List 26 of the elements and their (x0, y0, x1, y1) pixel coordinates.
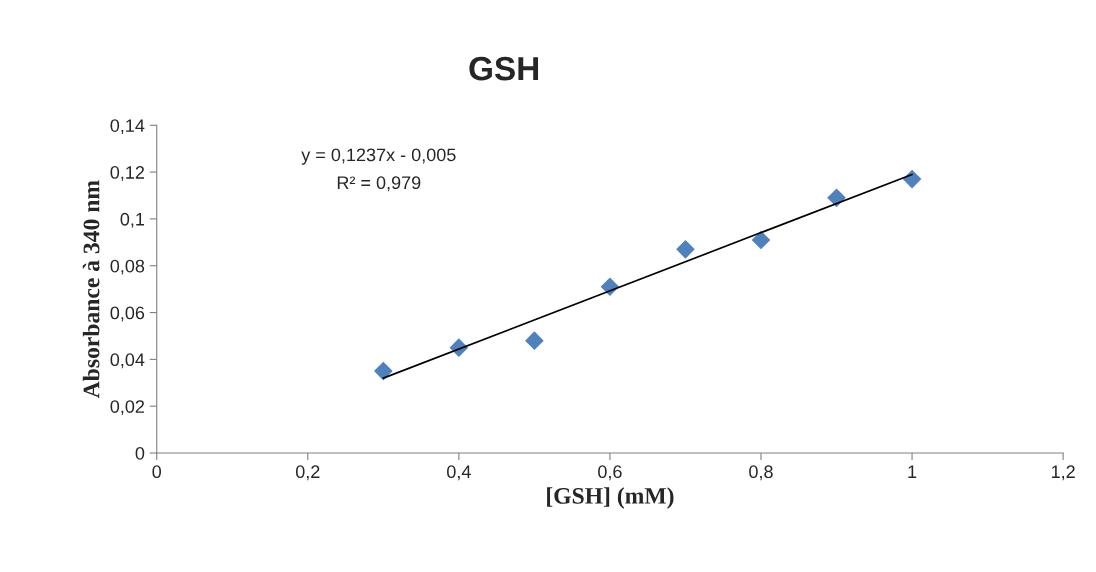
y-tick-label: 0,08 (110, 259, 145, 275)
x-tick-label: 1,2 (1051, 465, 1075, 481)
x-tick-label: 0,8 (749, 465, 773, 481)
x-axis-title: [GSH] (mM) (547, 487, 674, 509)
x-tick-label: 0 (152, 465, 162, 479)
y-axis-title: Absorbance à 340 nm (82, 180, 100, 399)
point (827, 188, 846, 208)
y-tick-label: 0 (135, 446, 145, 460)
chart-title: GSH (469, 56, 539, 81)
point (751, 230, 771, 250)
point (676, 240, 695, 259)
annotation: y = 0,1237x - 0,005 (301, 148, 456, 165)
annotation: R² = 0,979 (337, 176, 421, 192)
x-tick-label: 0,6 (598, 465, 622, 481)
point (374, 361, 393, 381)
x-tick-label: 0,4 (447, 465, 471, 481)
y-tick-label: 0,14 (110, 119, 145, 135)
y-tick-label: 0,02 (110, 400, 145, 416)
x-tick-label: 1 (908, 465, 917, 478)
x-tick-label: 0,2 (295, 465, 320, 481)
y-tick-label: 0,04 (110, 353, 145, 369)
y-tick-label: 0,06 (110, 306, 145, 322)
y-tick-label: 0,12 (110, 166, 145, 181)
y-tick-label: 0,1 (120, 212, 145, 228)
point (902, 169, 922, 189)
point (525, 331, 544, 350)
